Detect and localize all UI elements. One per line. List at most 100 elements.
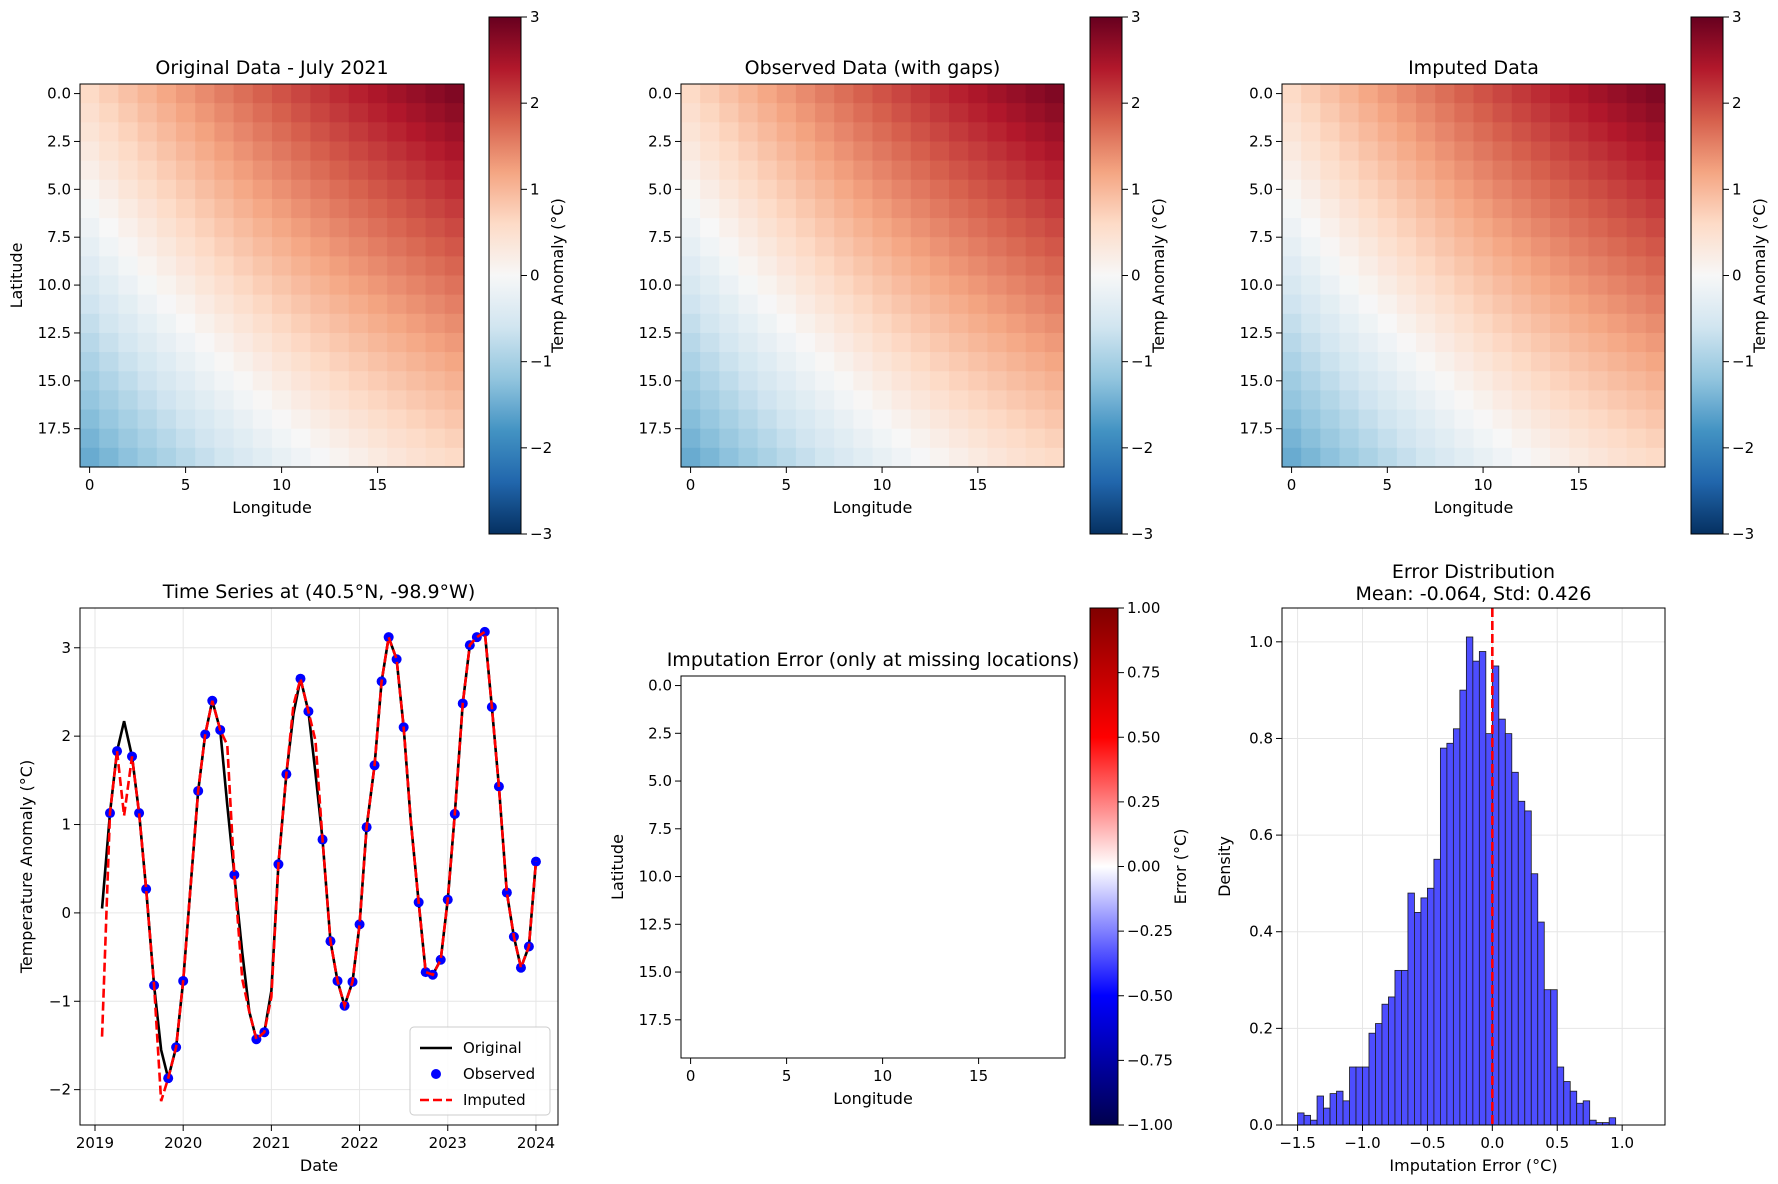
heatmap-cell [700, 198, 720, 219]
heatmap-cell [719, 198, 740, 219]
heatmap-cell [195, 122, 215, 143]
colorbar-tick-label: 0.50 [1127, 728, 1160, 746]
y-tick-label: 7.5 [47, 228, 71, 246]
heatmap-cell [891, 275, 912, 296]
heatmap-cell [795, 294, 816, 315]
heatmap-cell [156, 352, 177, 372]
heatmap-cell [1301, 428, 1321, 449]
heatmap-cell [195, 198, 215, 219]
heatmap-cell [1435, 179, 1455, 200]
heatmap-cell [1435, 256, 1455, 277]
heatmap-cell [987, 141, 1008, 162]
heatmap-cell [1358, 390, 1379, 411]
heatmap-cell [1511, 294, 1532, 315]
heatmap-cell [1645, 275, 1666, 296]
heatmap-cell [987, 122, 1008, 143]
heatmap-cell [929, 160, 950, 181]
heatmap-cell [1530, 332, 1551, 353]
axes-frame [79, 83, 465, 468]
heatmap-cell [681, 409, 701, 430]
heatmap-cell [156, 198, 177, 219]
heatmap-cell [387, 294, 407, 315]
heatmap-cell [272, 103, 292, 123]
heatmap-cell [1569, 313, 1589, 334]
x-tick-label: −0.5 [1409, 1134, 1445, 1152]
heatmap-cell [987, 294, 1008, 315]
heatmap-cell [700, 103, 720, 123]
histogram-bar [1530, 873, 1539, 1126]
heatmap-cell [1006, 294, 1027, 315]
heatmap-cell [738, 313, 759, 334]
histogram-bar [1407, 892, 1415, 1126]
heatmap-cell [406, 313, 427, 334]
histogram-bar [1401, 969, 1409, 1126]
heatmap-cell [949, 160, 969, 181]
heatmap-cell [176, 179, 196, 200]
heatmap-cell [137, 332, 158, 353]
heatmap-cell [137, 390, 158, 411]
x-tick-label: 2021 [252, 1134, 290, 1152]
heatmap-cell [1550, 294, 1570, 315]
heatmap-cell [1492, 103, 1513, 123]
heatmap-cell [1492, 294, 1513, 315]
heatmap-cell [1645, 122, 1666, 143]
heatmap-cell [1377, 198, 1398, 219]
heatmap-cell [1454, 371, 1475, 391]
heatmap-cell [853, 294, 874, 315]
heatmap-cell [834, 237, 854, 257]
heatmap-cell [1320, 237, 1341, 257]
heatmap-cell [776, 428, 797, 449]
heatmap-cell [291, 409, 311, 430]
histogram-bar [1297, 1112, 1305, 1126]
heatmap-cell [1006, 371, 1027, 391]
heatmap-cell [719, 237, 740, 257]
heatmap-cell [1282, 313, 1302, 334]
heatmap-cell [1416, 141, 1436, 162]
heatmap-cell [1607, 313, 1628, 334]
heatmap-cell [291, 84, 311, 104]
heatmap-cell [738, 141, 759, 162]
heatmap-cell [1320, 122, 1341, 143]
heatmap-cell [176, 218, 196, 238]
heatmap-cell [329, 390, 350, 411]
heatmap-cell [80, 332, 100, 353]
colorbar-tick-label: 0 [1131, 267, 1141, 285]
panel-imputed: 0 5 10 150.02.55.07.510.012.515.017.5Impute… [1240, 8, 1769, 543]
colorbar [1089, 607, 1119, 1126]
heatmap-cell [681, 84, 701, 104]
heatmap-cell [156, 256, 177, 277]
heatmap-cell [425, 390, 446, 411]
heatmap-cell [1006, 428, 1027, 449]
heatmap-cell [233, 390, 254, 411]
heatmap-cell [1301, 141, 1321, 162]
heatmap-cell [987, 198, 1008, 219]
heatmap-cell [1550, 103, 1570, 123]
heatmap-cell [1358, 332, 1379, 353]
heatmap-cell [1358, 237, 1379, 257]
heatmap-cell [1454, 256, 1475, 277]
heatmap-cell [681, 218, 701, 238]
colorbar-tick-label: 3 [1732, 8, 1742, 26]
heatmap-cell [1511, 256, 1532, 277]
heatmap-cell [310, 332, 331, 353]
x-tick-label: 10 [873, 1067, 892, 1085]
heatmap-cell [1301, 160, 1321, 181]
heatmap-cell [738, 352, 759, 372]
heatmap-cell [872, 198, 893, 219]
heatmap-cell [1588, 103, 1609, 123]
heatmap-cell [252, 237, 273, 257]
heatmap-cell [1006, 409, 1027, 430]
heatmap-cell [815, 352, 835, 372]
histogram-bar [1556, 1066, 1565, 1126]
y-tick-label: 7.5 [1249, 228, 1273, 246]
heatmap-cell [1416, 390, 1436, 411]
heatmap-cell [776, 237, 797, 257]
heatmap-cell [329, 141, 350, 162]
heatmap-cell [1530, 428, 1551, 449]
heatmap-cell [1339, 275, 1360, 296]
heatmap-cell [949, 352, 969, 372]
heatmap-cell [1626, 103, 1647, 123]
heatmap-cell [1550, 198, 1570, 219]
heatmap-cell [681, 371, 701, 391]
heatmap-cell [99, 141, 119, 162]
